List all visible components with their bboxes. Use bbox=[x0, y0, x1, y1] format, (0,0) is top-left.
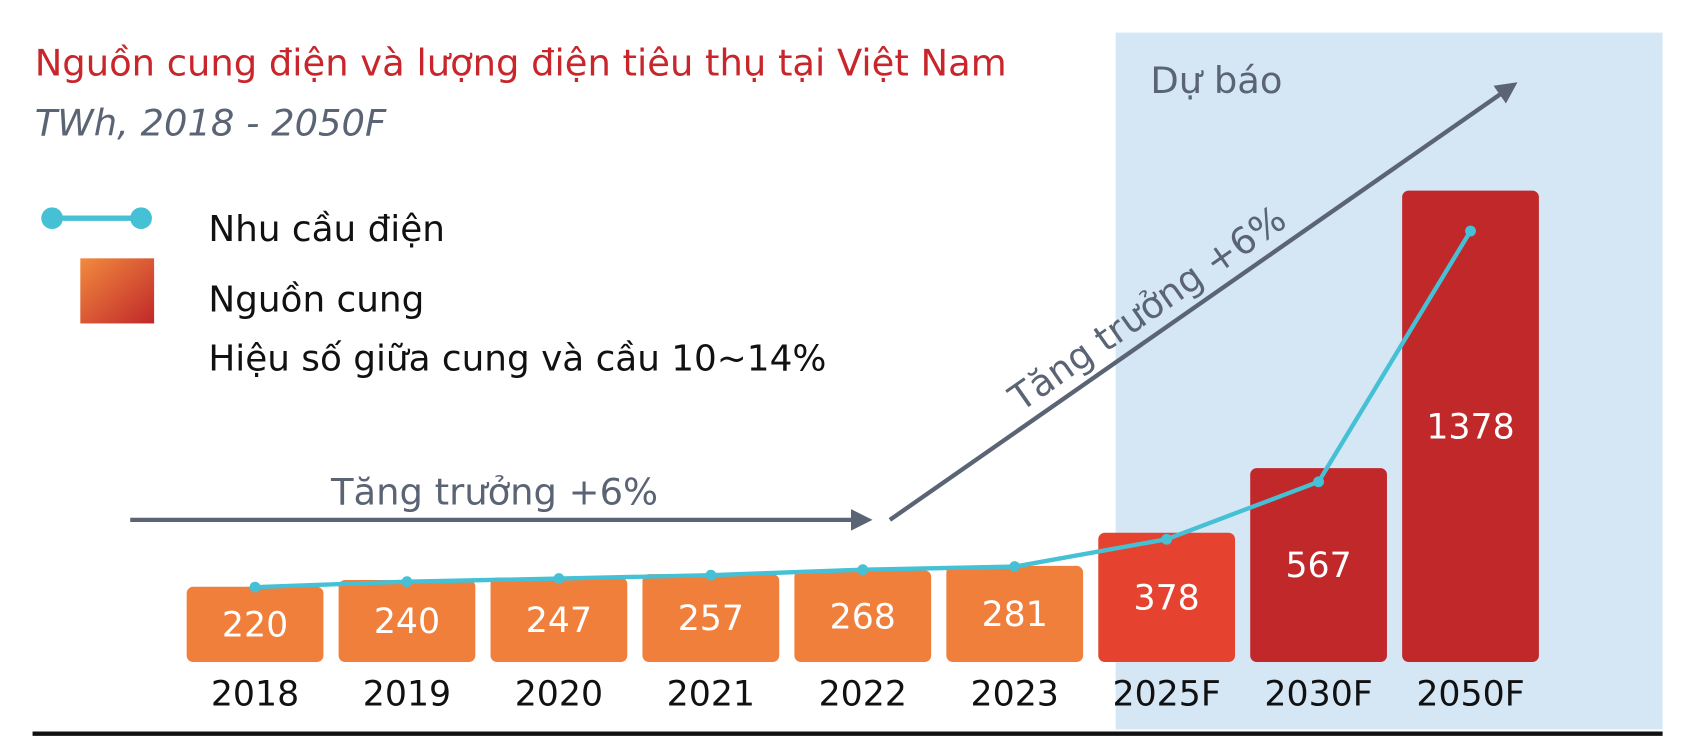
line-point bbox=[1161, 533, 1173, 545]
value-label: 257 bbox=[678, 599, 744, 639]
line-point bbox=[1313, 476, 1325, 488]
x-tick-label: 2021 bbox=[667, 675, 755, 715]
chart-title: Nguồn cung điện và lượng điện tiêu thụ t… bbox=[35, 42, 1007, 85]
legend-label: Nguồn cung bbox=[208, 280, 424, 321]
x-tick-label: 2030F bbox=[1264, 675, 1372, 715]
line-point bbox=[857, 564, 869, 576]
value-label: 281 bbox=[982, 595, 1048, 635]
value-label: 268 bbox=[830, 597, 896, 637]
bar bbox=[642, 574, 780, 663]
note: Hiệu số giữa cung và cầu 10~14% bbox=[208, 338, 826, 379]
annotation: Tăng trưởng +6% bbox=[330, 470, 658, 513]
line-point bbox=[553, 573, 565, 585]
line-point bbox=[401, 576, 413, 588]
line-point bbox=[1465, 225, 1476, 237]
x-tick-label: 2025F bbox=[1112, 675, 1220, 715]
bar bbox=[490, 577, 628, 663]
bar bbox=[1098, 532, 1236, 663]
value-label: 1378 bbox=[1426, 408, 1514, 448]
x-tick-label: 2050F bbox=[1416, 675, 1524, 715]
bar bbox=[1402, 190, 1539, 663]
chart-subtitle: TWh, 2018 - 2050F bbox=[35, 101, 387, 144]
value-label: 240 bbox=[374, 602, 440, 642]
x-tick-label: 2023 bbox=[971, 675, 1059, 715]
legend-swatch bbox=[80, 258, 155, 324]
legend-label: Nhu cầu điện bbox=[208, 209, 445, 250]
arrow bbox=[888, 82, 1518, 522]
forecast-label: Dự báo bbox=[1150, 59, 1282, 102]
value-label: 567 bbox=[1285, 546, 1351, 586]
legend-marker bbox=[130, 207, 152, 230]
line-point bbox=[705, 569, 717, 581]
bar bbox=[338, 579, 476, 663]
line-point bbox=[1009, 561, 1021, 573]
bar bbox=[1250, 468, 1387, 663]
bar bbox=[946, 565, 1084, 663]
x-tick-label: 2018 bbox=[211, 675, 299, 715]
legend-marker bbox=[41, 207, 63, 230]
line-point bbox=[249, 581, 261, 593]
value-label: 220 bbox=[222, 606, 288, 646]
bar bbox=[794, 570, 932, 663]
x-tick-label: 2019 bbox=[363, 675, 451, 715]
bar bbox=[186, 586, 324, 663]
value-label: 378 bbox=[1134, 579, 1200, 619]
value-label: 247 bbox=[526, 601, 592, 641]
x-tick-label: 2020 bbox=[515, 675, 603, 715]
x-tick-label: 2022 bbox=[819, 675, 907, 715]
